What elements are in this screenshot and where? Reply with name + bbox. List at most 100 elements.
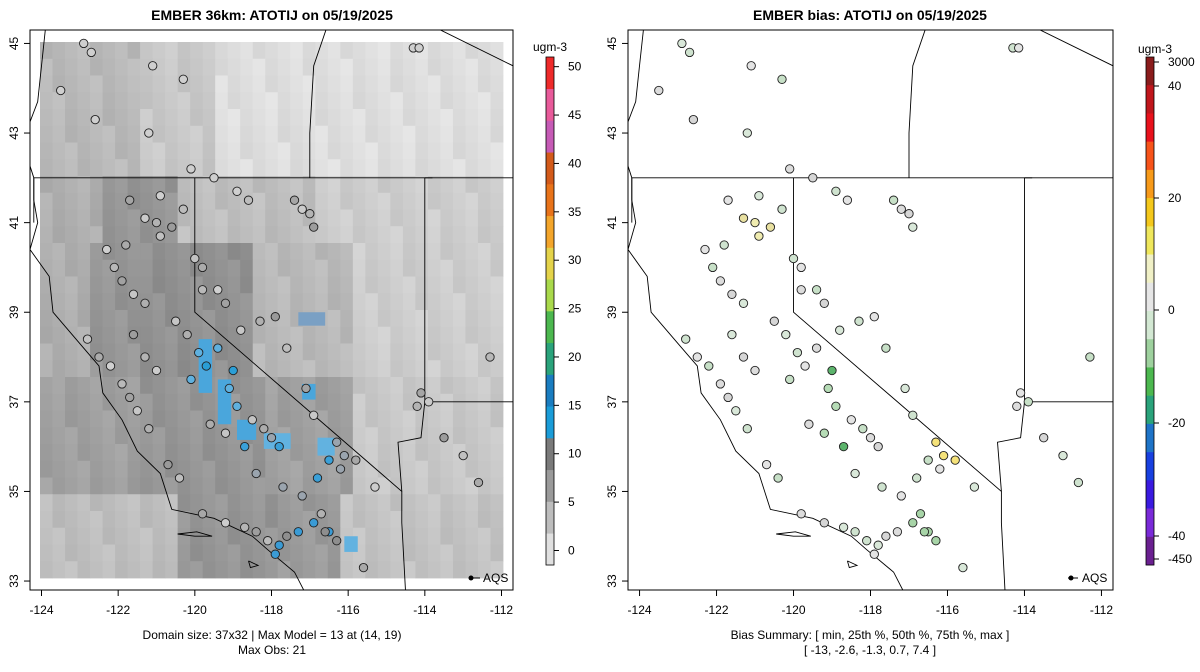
grid-cell xyxy=(327,125,341,143)
y-tick-label: 45 xyxy=(605,36,619,50)
grid-cell xyxy=(327,326,341,344)
grid-cell xyxy=(152,176,166,194)
grid-cell xyxy=(252,259,266,277)
grid-cell xyxy=(177,243,191,261)
observation-point xyxy=(742,424,752,434)
y-tick-label: 35 xyxy=(605,484,619,498)
grid-cell xyxy=(140,310,154,328)
colorbar-tick-label: 5 xyxy=(568,495,575,509)
left-map-panel: EMBER 36km: ATOTIJ on 05/19/2025 AQS -12… xyxy=(7,7,582,657)
grid-cell xyxy=(327,226,341,244)
grid-cell xyxy=(452,92,466,110)
observation-point xyxy=(819,518,829,528)
grid-cell xyxy=(490,92,504,110)
observation-point xyxy=(220,518,231,528)
grid-cell xyxy=(252,393,266,411)
grid-cell xyxy=(152,125,166,143)
grid-cell xyxy=(165,75,179,93)
grid-cell xyxy=(40,326,53,344)
grid-cell xyxy=(377,276,391,294)
observation-point xyxy=(289,195,300,205)
observation-point xyxy=(827,365,837,376)
y-tick-label: 33 xyxy=(7,574,21,588)
grid-cell xyxy=(452,142,466,160)
grid-cell xyxy=(465,159,479,177)
grid-cell-high xyxy=(237,419,257,440)
grid-cell xyxy=(240,477,254,495)
grid-cell xyxy=(365,377,379,395)
grid-cell xyxy=(127,544,141,562)
california-coastline xyxy=(30,177,305,590)
grid-cell xyxy=(390,243,404,261)
grid-cell xyxy=(352,276,366,294)
grid-cell xyxy=(452,393,466,411)
grid-cell xyxy=(415,176,429,194)
grid-cell xyxy=(427,109,441,127)
observation-point xyxy=(332,536,342,546)
grid-cell xyxy=(465,192,479,210)
grid-cell xyxy=(190,125,204,143)
grid-cell xyxy=(290,460,304,478)
grid-cell xyxy=(452,192,466,210)
grid-cell xyxy=(90,75,103,93)
grid-cell xyxy=(302,444,316,462)
grid-cell xyxy=(377,360,391,378)
grid-cell xyxy=(365,142,379,160)
grid-cell xyxy=(315,209,329,227)
grid-cell xyxy=(477,561,491,579)
grid-cell xyxy=(240,243,254,261)
grid-cell xyxy=(390,377,404,395)
grid-cell xyxy=(327,561,341,579)
grid-cell xyxy=(315,544,329,562)
grid-cell xyxy=(490,360,504,378)
grid-cell xyxy=(415,527,429,545)
grid-cell xyxy=(127,444,141,462)
grid-cell xyxy=(52,460,66,478)
observation-point xyxy=(950,455,960,465)
observation-point xyxy=(197,509,208,519)
grid-cell xyxy=(390,159,404,177)
grid-cell xyxy=(240,125,254,143)
grid-cell xyxy=(327,42,341,60)
grid-cell xyxy=(427,511,441,529)
observation-point xyxy=(224,383,234,394)
grid-cell xyxy=(52,192,66,210)
grid-cell xyxy=(152,444,166,462)
grid-cell xyxy=(252,293,266,311)
observation-point xyxy=(754,231,764,241)
grid-cell xyxy=(352,293,366,311)
grid-cell xyxy=(65,293,78,311)
observation-point xyxy=(416,388,426,398)
observation-point xyxy=(715,276,726,286)
grid-cell xyxy=(227,125,241,143)
grid-cell xyxy=(415,109,429,127)
y-tick-label: 41 xyxy=(7,216,21,230)
grid-cell xyxy=(165,326,179,344)
state-border xyxy=(397,177,426,492)
grid-cell xyxy=(165,511,179,529)
grid-cell xyxy=(390,125,404,143)
grid-cell xyxy=(240,393,254,411)
grid-cell xyxy=(202,125,216,143)
grid-cell xyxy=(190,209,204,227)
observation-point xyxy=(896,491,906,501)
grid-cell xyxy=(290,561,304,579)
grid-cell xyxy=(165,343,179,361)
observation-point xyxy=(236,325,246,335)
grid-cell xyxy=(265,142,279,160)
right-state-boundaries xyxy=(628,30,1113,590)
observation-point xyxy=(727,289,737,299)
grid-cell xyxy=(315,192,329,210)
grid-cell xyxy=(227,75,241,93)
grid-cell xyxy=(365,460,379,478)
grid-cell xyxy=(477,109,491,127)
grid-cell xyxy=(77,142,91,160)
grid-cell xyxy=(402,293,416,311)
grid-cell xyxy=(315,125,329,143)
grid-cell xyxy=(427,58,441,76)
grid-cell xyxy=(340,511,354,529)
grid-cell xyxy=(427,444,441,462)
grid-cell xyxy=(465,75,479,93)
y-tick-label: 43 xyxy=(605,126,619,140)
grid-cell xyxy=(402,527,416,545)
